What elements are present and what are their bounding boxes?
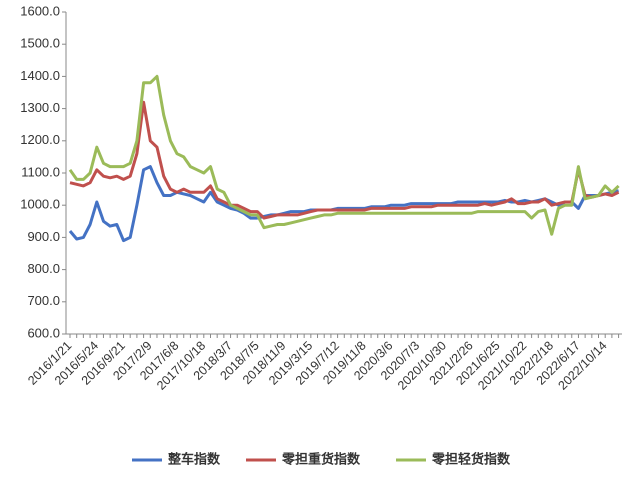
- y-tick-label: 900.0: [27, 229, 60, 244]
- y-tick-label: 700.0: [27, 293, 60, 308]
- y-tick-label: 600.0: [27, 325, 60, 340]
- series-line: [69, 100, 620, 220]
- legend-label: 零担重货指数: [281, 451, 361, 466]
- y-tick-label: 1400.0: [20, 68, 60, 83]
- y-tick-label: 1600.0: [20, 3, 60, 18]
- y-tick-label: 1000.0: [20, 197, 60, 212]
- series-line: [68, 165, 619, 243]
- y-tick-label: 1100.0: [21, 164, 60, 179]
- series-line: [68, 74, 620, 236]
- y-tick-label: 1200.0: [20, 132, 60, 147]
- legend-label: 整车指数: [167, 451, 221, 466]
- y-tick-label: 1500.0: [20, 36, 60, 51]
- y-tick-label: 1300.0: [20, 100, 60, 115]
- legend-label: 零担轻货指数: [431, 451, 511, 466]
- y-tick-label: 800.0: [27, 261, 60, 276]
